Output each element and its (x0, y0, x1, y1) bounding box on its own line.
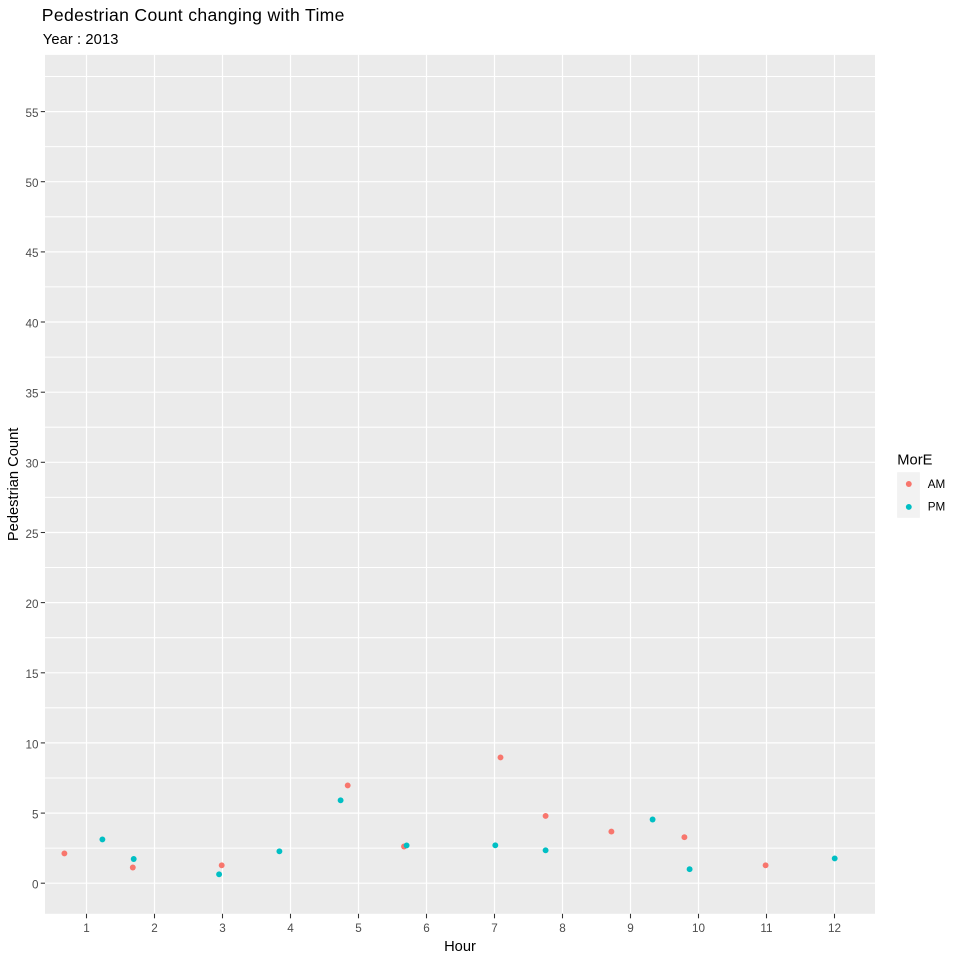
svg-text:6: 6 (423, 922, 430, 935)
svg-text:55: 55 (25, 107, 39, 120)
svg-text:5: 5 (355, 922, 362, 935)
svg-text:12: 12 (828, 922, 841, 935)
svg-text:9: 9 (627, 922, 634, 935)
svg-text:10: 10 (25, 738, 39, 751)
svg-text:15: 15 (25, 668, 39, 681)
svg-text:Year : 2013: Year : 2013 (43, 32, 119, 48)
svg-text:AM: AM (928, 478, 946, 491)
svg-text:8: 8 (559, 922, 566, 935)
svg-text:Hour: Hour (444, 939, 476, 955)
svg-text:0: 0 (32, 879, 39, 892)
svg-text:30: 30 (25, 458, 39, 471)
svg-text:MorE: MorE (897, 453, 932, 469)
svg-text:40: 40 (25, 317, 39, 330)
svg-text:PM: PM (928, 501, 946, 514)
svg-text:20: 20 (25, 598, 39, 611)
svg-text:25: 25 (25, 528, 39, 541)
svg-text:Pedestrian Count: Pedestrian Count (6, 428, 22, 542)
svg-text:7: 7 (491, 922, 498, 935)
svg-text:10: 10 (692, 922, 706, 935)
svg-text:3: 3 (219, 922, 226, 935)
svg-text:1: 1 (83, 922, 90, 935)
svg-text:2: 2 (151, 922, 158, 935)
svg-text:11: 11 (760, 922, 772, 935)
svg-text:5: 5 (32, 809, 39, 822)
svg-text:50: 50 (25, 177, 39, 190)
svg-text:4: 4 (287, 922, 294, 935)
svg-text:35: 35 (25, 388, 39, 401)
svg-text:45: 45 (25, 247, 39, 260)
svg-text:Pedestrian Count changing with: Pedestrian Count changing with Time (42, 5, 345, 25)
